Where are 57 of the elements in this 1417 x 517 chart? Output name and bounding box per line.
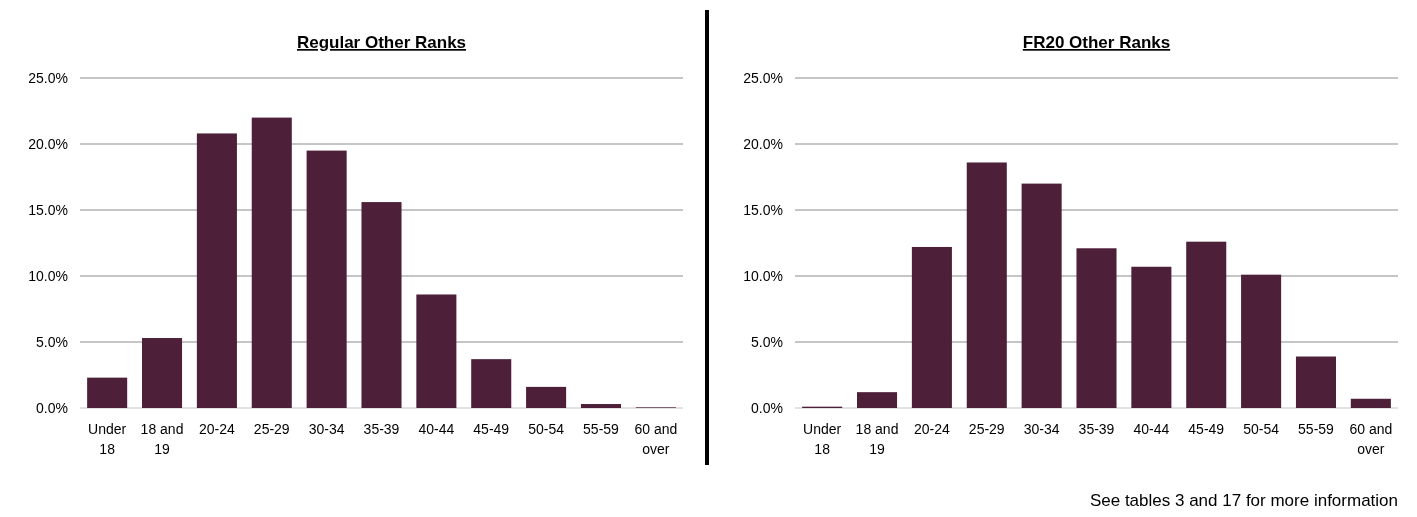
y-tick-label: 20.0% [28, 135, 68, 152]
y-tick-label: 15.0% [743, 201, 783, 218]
bar [1131, 266, 1172, 408]
x-tick-label: 35-39 [363, 421, 400, 437]
bar [251, 117, 292, 408]
y-tick-label: 0.0% [36, 399, 68, 416]
chart-title: FR20 Other Ranks [1022, 33, 1171, 52]
bar [1295, 356, 1336, 408]
bar [1350, 398, 1391, 408]
y-tick-label: 10.0% [28, 267, 68, 284]
bar [911, 246, 952, 408]
y-tick-label: 10.0% [743, 267, 783, 284]
x-tick-label: 35-39 [1078, 421, 1115, 437]
x-tick-label: Under 18 [88, 421, 127, 457]
bar [857, 392, 898, 408]
chart-title: Regular Other Ranks [296, 33, 467, 52]
y-tick-label: 0.0% [751, 399, 783, 416]
bar [306, 150, 347, 408]
bar [142, 338, 183, 408]
bar [196, 133, 237, 408]
y-tick-label: 25.0% [28, 69, 68, 86]
x-tick-label: 60 and over [1349, 421, 1393, 457]
bar [361, 202, 402, 408]
x-tick-label: 30-34 [1023, 421, 1060, 437]
x-tick-label: 55-59 [1298, 421, 1335, 437]
x-tick-label: 20-24 [198, 421, 236, 437]
text: See tables 3 and 17 for more information [1089, 491, 1398, 510]
x-tick-label: 40-44 [418, 421, 455, 437]
x-tick-label: 40-44 [1133, 421, 1170, 437]
x-tick-label: 50-54 [1243, 421, 1280, 437]
y-tick-label: 25.0% [743, 69, 783, 86]
x-tick-label: 25-29 [968, 421, 1005, 437]
bar [526, 386, 567, 408]
bar [1186, 241, 1227, 408]
y-tick-label: 20.0% [743, 135, 783, 152]
x-tick-label: 30-34 [308, 421, 345, 437]
x-tick-label: 18 and 19 [140, 421, 184, 457]
bar [87, 377, 128, 408]
y-tick-label: 5.0% [751, 333, 783, 350]
bar [471, 359, 512, 408]
x-tick-label: 45-49 [1188, 421, 1225, 437]
x-tick-label: Under 18 [803, 421, 842, 457]
bar [1021, 183, 1062, 408]
x-tick-label: 60 and over [634, 421, 678, 457]
bar [1076, 248, 1117, 408]
y-tick-label: 5.0% [36, 333, 68, 350]
bar [966, 162, 1007, 408]
x-tick-label: 50-54 [528, 421, 565, 437]
y-tick-label: 15.0% [28, 201, 68, 218]
x-tick-label: 55-59 [583, 421, 620, 437]
bar [580, 404, 621, 408]
bar [1241, 274, 1282, 408]
bar [416, 294, 457, 408]
x-tick-label: 18 and 19 [855, 421, 899, 457]
x-tick-label: 45-49 [473, 421, 510, 437]
x-tick-label: 20-24 [913, 421, 951, 437]
x-tick-label: 25-29 [253, 421, 290, 437]
